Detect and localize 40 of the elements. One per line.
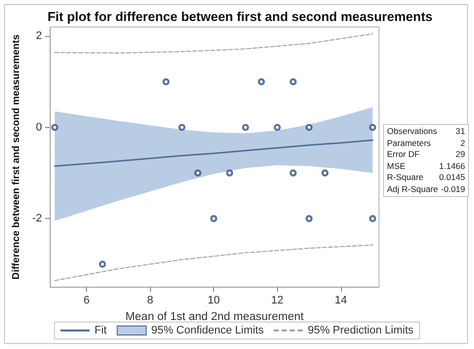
point [321, 169, 328, 176]
text: MSE 1.1466 [387, 160, 466, 170]
line-series [54, 244, 374, 282]
point [306, 124, 313, 131]
point [290, 78, 297, 86]
text: Error DF 29 [387, 149, 466, 159]
y-axis-title: Difference between first and second measurements [10, 34, 22, 280]
legend-label: 95% Prediction Limits [308, 324, 414, 336]
x-tick-label: 10 [208, 294, 220, 306]
point [258, 78, 265, 86]
x-tick-label: 14 [334, 294, 347, 306]
text: Adj R-Square -0.019 [387, 184, 466, 195]
point [306, 215, 313, 222]
point [290, 169, 297, 176]
x-tick-label: 8 [147, 294, 154, 306]
point [274, 124, 281, 131]
chart-title: Fit plot for difference between first and second measurements [47, 9, 433, 24]
point [98, 260, 106, 268]
point [178, 124, 186, 131]
y-tick-label: -2 [32, 212, 42, 225]
point [369, 215, 376, 222]
y-tick-label: 2 [36, 30, 42, 42]
text: 95% Confidence Limits [151, 324, 264, 336]
x-axis-title: Mean of 1st and 2nd measurement [125, 311, 304, 323]
x-tick-label: 6 [83, 294, 90, 306]
point [210, 215, 218, 222]
line-series [54, 33, 374, 54]
x-tick-label: 12 [271, 294, 284, 306]
y-tick-label: 0 [36, 121, 42, 134]
text: R-Square 0.0145 [387, 172, 466, 182]
point [194, 169, 202, 176]
text: Observations 31 [387, 126, 466, 136]
point [51, 124, 58, 131]
point [369, 124, 376, 131]
line-series [54, 139, 374, 167]
text: Parameters 2 [387, 138, 466, 148]
legend-label: Fit [94, 324, 107, 336]
point [226, 169, 234, 176]
point [242, 124, 249, 131]
point [162, 78, 170, 86]
